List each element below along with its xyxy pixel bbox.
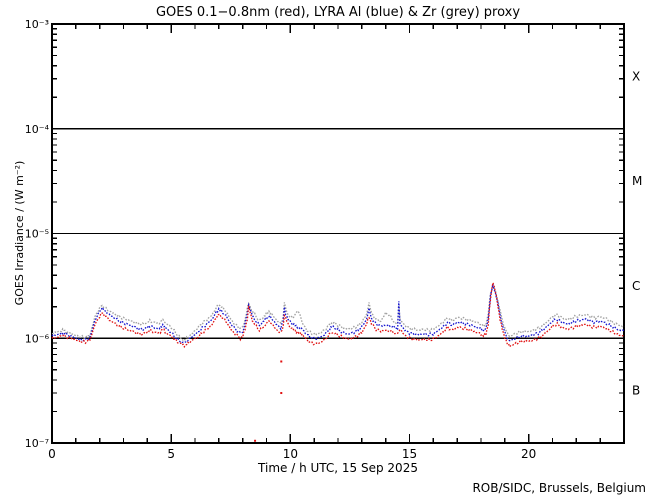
x-tick-label: 5	[167, 447, 175, 461]
flare-class-label-b: B	[632, 384, 640, 398]
credit-text: ROB/SIDC, Brussels, Belgium	[472, 481, 646, 495]
series-lyra-zr	[51, 285, 625, 342]
x-tick-label: 15	[402, 447, 417, 461]
flare-class-label-c: C	[632, 279, 640, 293]
y-axis-label: GOES Irradiance / (W m⁻²)	[13, 160, 26, 306]
flare-class-label-m: M	[632, 174, 642, 188]
y-tick-label: 10⁻⁶	[25, 332, 50, 345]
y-tick-label: 10⁻⁷	[25, 437, 49, 450]
red-dropout-point	[280, 392, 283, 395]
x-axis-label: Time / h UTC, 15 Sep 2025	[258, 461, 418, 475]
y-tick-label: 10⁻⁵	[25, 228, 49, 241]
red-dropout-point	[280, 360, 283, 363]
x-tick-label: 20	[521, 447, 536, 461]
x-tick-label: 0	[48, 447, 56, 461]
red-dropout-point	[254, 439, 257, 442]
y-tick-label: 10⁻⁴	[25, 123, 50, 136]
chart-title: GOES 0.1−0.8nm (red), LYRA Al (blue) & Z…	[155, 5, 521, 20]
series-lyra-al	[51, 283, 625, 344]
flare-class-label-x: X	[632, 69, 640, 83]
series-goes-xray	[51, 280, 625, 349]
y-tick-label: 10⁻³	[25, 18, 49, 31]
x-tick-label: 10	[283, 447, 298, 461]
